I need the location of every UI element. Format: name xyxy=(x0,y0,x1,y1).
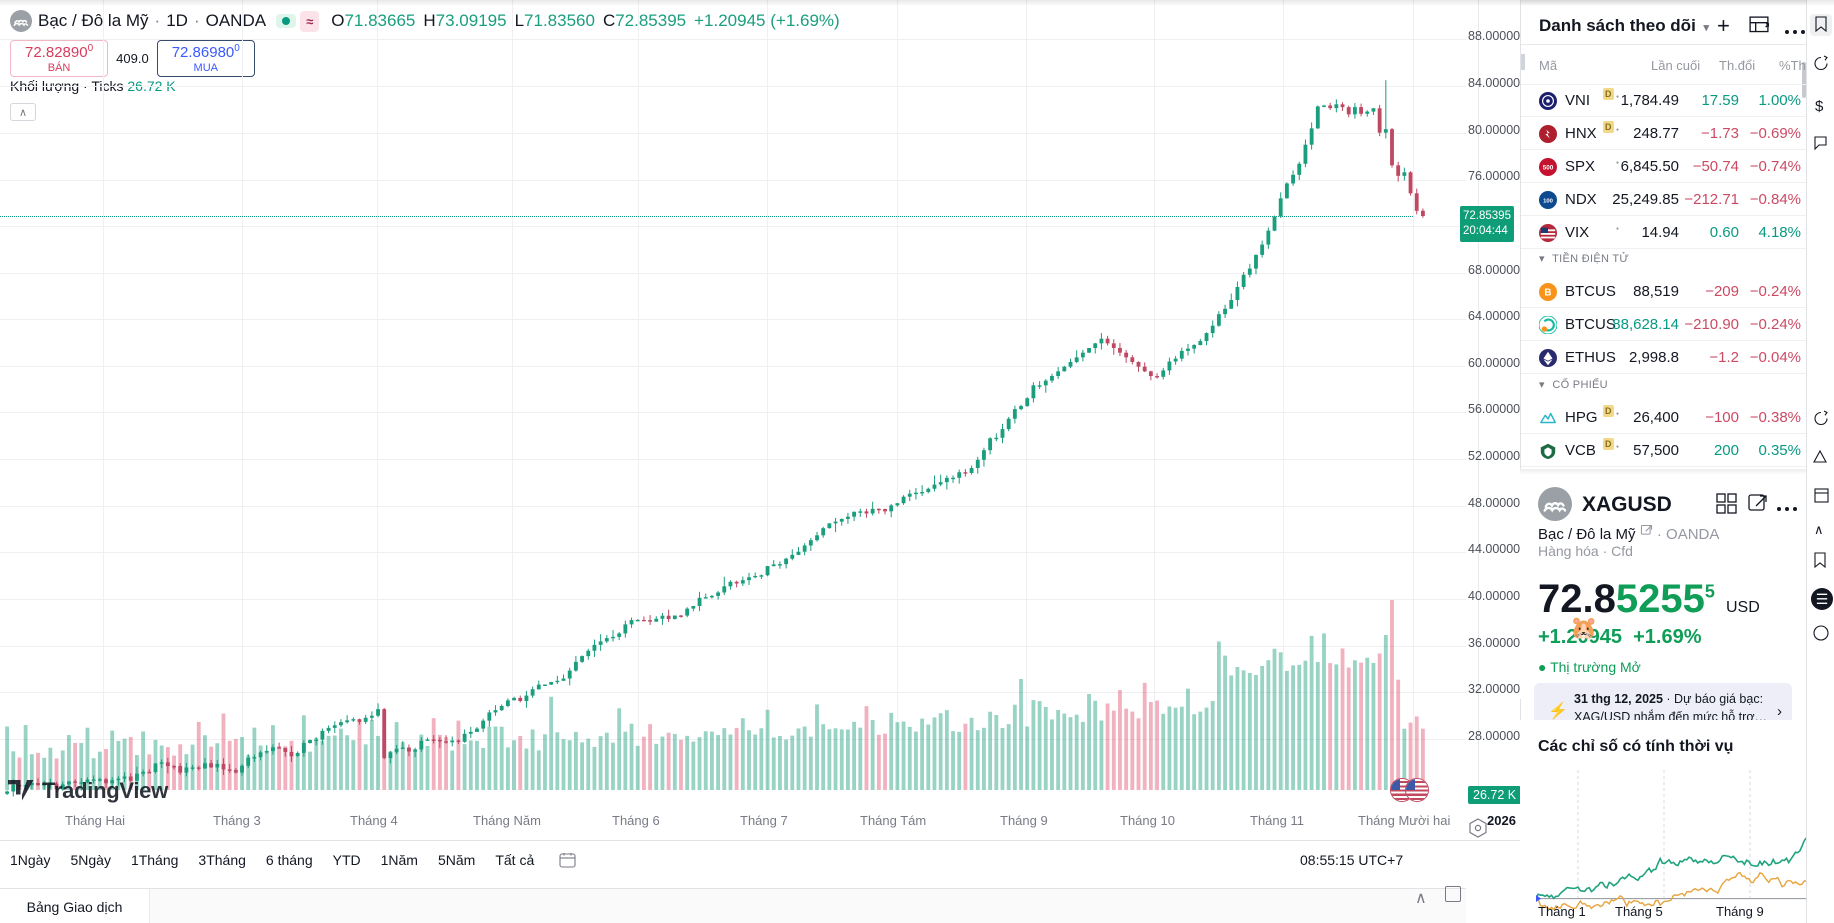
svg-text:500: 500 xyxy=(1543,165,1554,172)
svg-text:B: B xyxy=(1544,288,1551,299)
svg-text:100: 100 xyxy=(1543,199,1554,205)
